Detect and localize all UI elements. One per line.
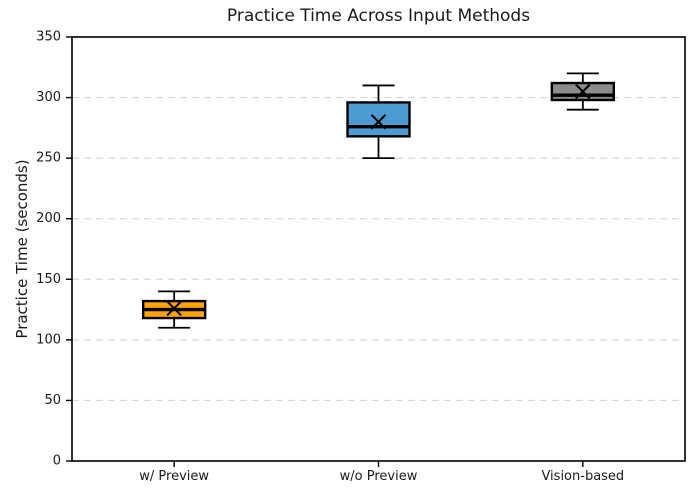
box-2	[346, 101, 411, 138]
y-axis-tick-label: 0	[53, 454, 61, 469]
x-axis-tick-label: w/o Preview	[340, 469, 418, 484]
x-axis-tick-label: Vision-based	[541, 469, 624, 484]
x-axis-tick-label: w/ Preview	[139, 469, 209, 484]
y-axis-tick-label: 50	[44, 393, 61, 408]
y-axis-tick-label: 200	[36, 211, 61, 226]
y-axis-tick-label: 300	[36, 90, 61, 105]
y-axis-tick-label: 350	[36, 30, 61, 45]
mean-marker	[575, 83, 591, 100]
mean-marker	[166, 300, 182, 317]
chart-title: Practice Time Across Input Methods	[226, 6, 531, 26]
y-axis-tick-label: 100	[36, 332, 61, 347]
y-axis-tick-label: 150	[36, 272, 61, 287]
mean-marker	[370, 114, 387, 130]
y-axis-tick-label: 250	[36, 151, 61, 166]
